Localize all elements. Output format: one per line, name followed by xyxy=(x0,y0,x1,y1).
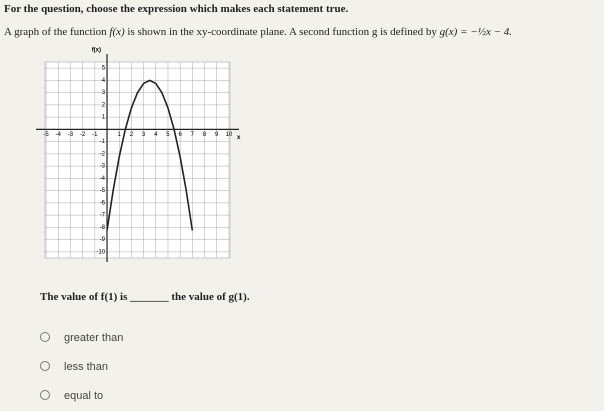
y-tick-label: 2 xyxy=(102,102,106,108)
question: A graph of the function f(x) is shown in… xyxy=(4,26,512,38)
radio[interactable] xyxy=(40,332,50,342)
blank: _______ xyxy=(130,291,169,303)
graph: -5 -4 -3 -2 -1 1 2 3 4 5 6 7 8 9 10 5 4 3 2 1 -1 -2 -3 -4 -5 -6 -7… xyxy=(36,48,241,262)
y-tick-label: 1 xyxy=(102,115,106,121)
x-tick-label: 2 xyxy=(130,132,134,138)
x-tick-label: -2 xyxy=(80,132,86,138)
y-tick-label: -7 xyxy=(100,213,106,219)
option-label: greater than xyxy=(64,332,124,344)
y-tick-label: -1 xyxy=(100,139,106,145)
option[interactable]: equal to xyxy=(40,390,103,402)
instruction: For the question, choose the expression … xyxy=(4,3,349,15)
x-tick-label: -3 xyxy=(68,132,74,138)
text: A graph of the function xyxy=(4,26,107,38)
y-tick-label: 5 xyxy=(102,66,106,72)
y-tick-label: -8 xyxy=(100,225,106,231)
y-tick-label: 4 xyxy=(102,78,106,84)
x-tick-label: 3 xyxy=(142,132,146,138)
option[interactable]: less than xyxy=(40,361,108,373)
x-tick-label: 9 xyxy=(215,132,219,138)
x-tick-label: 10 xyxy=(226,132,233,138)
x-tick-label: -4 xyxy=(56,132,62,138)
option-label: equal to xyxy=(64,390,104,402)
x-tick-label: -1 xyxy=(92,132,98,138)
y-tick-label: -9 xyxy=(100,237,106,243)
y-tick-label: 3 xyxy=(102,90,106,96)
y-tick-label: -4 xyxy=(100,176,106,182)
math: g(x) = −½x − 4. xyxy=(439,26,512,38)
x-tick-label: 6 xyxy=(178,132,182,138)
radio[interactable] xyxy=(40,361,50,371)
y-tick-label: -10 xyxy=(96,249,105,255)
x-tick-label: 8 xyxy=(203,132,207,138)
option-label: less than xyxy=(64,361,109,373)
curve xyxy=(106,79,194,231)
x-tick-label: -5 xyxy=(43,132,49,138)
x-tick-label: 4 xyxy=(154,132,158,138)
y-tick-label: -6 xyxy=(100,200,106,206)
x-tick-label: 7 xyxy=(191,132,195,138)
text: The value of f(1) is xyxy=(40,291,128,303)
math: f(x) xyxy=(109,26,125,38)
y-axis-label: f(x) xyxy=(92,48,101,54)
x-axis-label: x xyxy=(237,135,241,141)
option[interactable]: greater than xyxy=(40,332,123,344)
statement: The value of f(1) is _______ the value o… xyxy=(40,291,250,303)
y-tick-label: -3 xyxy=(100,164,106,170)
x-tick-label: 1 xyxy=(118,132,122,138)
text: is shown in the xy-coordinate plane. A s… xyxy=(127,26,437,38)
x-tick-label: 5 xyxy=(166,132,170,138)
y-tick-label: -2 xyxy=(100,151,106,157)
y-tick-label: -5 xyxy=(100,188,106,194)
radio[interactable] xyxy=(40,390,50,400)
text: the value of g(1). xyxy=(171,291,250,303)
